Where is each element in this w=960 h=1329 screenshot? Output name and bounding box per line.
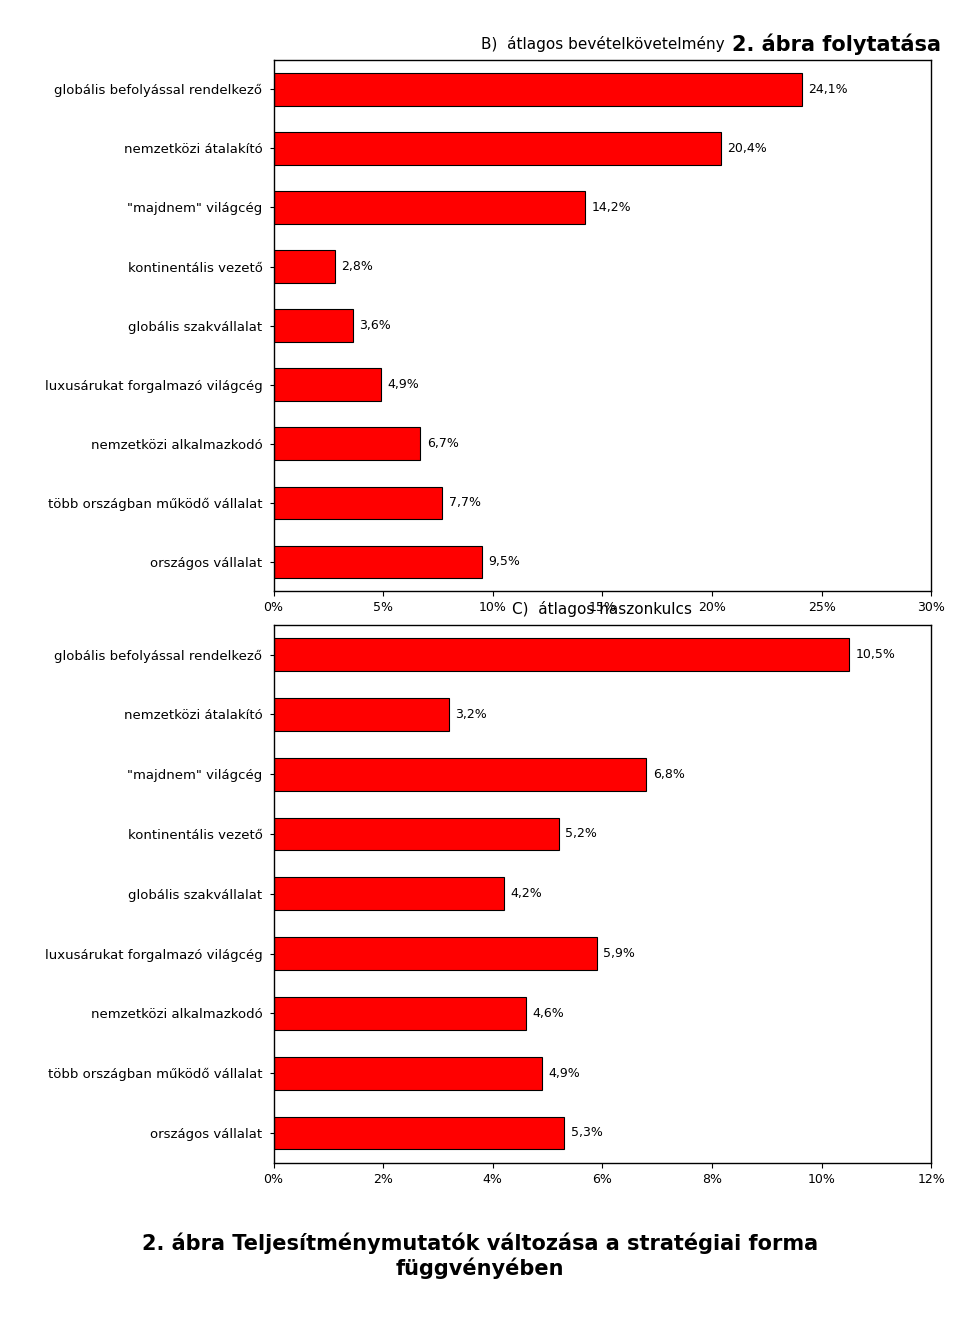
Text: 24,1%: 24,1% <box>808 82 848 96</box>
Bar <box>274 250 335 283</box>
Title: B)  átlagos bevételkövetelmény: B) átlagos bevételkövetelmény <box>481 36 724 52</box>
Bar <box>274 937 597 970</box>
Text: 6,7%: 6,7% <box>427 437 459 451</box>
Title: C)  átlagos haszonkulcs: C) átlagos haszonkulcs <box>513 601 692 617</box>
Text: 7,7%: 7,7% <box>449 496 481 509</box>
Text: 4,9%: 4,9% <box>549 1067 581 1079</box>
Text: 20,4%: 20,4% <box>728 142 767 155</box>
Bar <box>274 758 646 791</box>
Text: 14,2%: 14,2% <box>591 201 631 214</box>
Bar <box>274 698 449 731</box>
Bar <box>274 132 721 165</box>
Bar <box>274 310 352 342</box>
Bar <box>274 191 585 223</box>
Text: 3,6%: 3,6% <box>359 319 391 332</box>
Bar <box>274 638 849 671</box>
Bar <box>274 368 381 401</box>
Bar <box>274 877 504 910</box>
Bar <box>274 817 559 851</box>
Bar <box>274 546 482 578</box>
Text: 6,8%: 6,8% <box>653 768 684 780</box>
Text: 4,6%: 4,6% <box>532 1007 564 1019</box>
Text: 2. ábra Teljesítménymutatók változása a stratégiai forma
függvényében: 2. ábra Teljesítménymutatók változása a … <box>142 1233 818 1278</box>
Text: 5,2%: 5,2% <box>565 828 597 840</box>
Bar <box>274 1057 542 1090</box>
Text: 4,9%: 4,9% <box>388 379 420 391</box>
Bar <box>274 428 420 460</box>
Text: 5,9%: 5,9% <box>604 948 636 960</box>
Text: 2,8%: 2,8% <box>342 260 373 272</box>
Text: 3,2%: 3,2% <box>456 708 488 720</box>
Text: 5,3%: 5,3% <box>570 1127 603 1139</box>
Text: 2. ábra folytatása: 2. ábra folytatása <box>732 33 941 54</box>
Bar <box>274 997 526 1030</box>
Text: 9,5%: 9,5% <box>489 556 520 569</box>
Text: 4,2%: 4,2% <box>511 888 542 900</box>
Bar <box>274 1116 564 1150</box>
Text: 10,5%: 10,5% <box>855 649 896 661</box>
Bar <box>274 486 443 520</box>
Bar <box>274 73 802 105</box>
